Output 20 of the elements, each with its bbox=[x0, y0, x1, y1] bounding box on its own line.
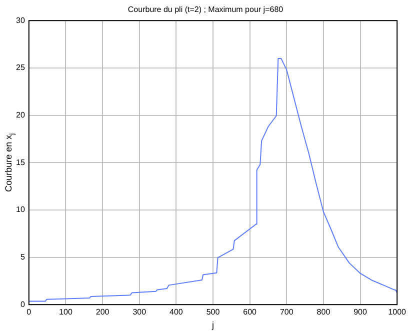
x-tick-label: 100 bbox=[59, 308, 73, 317]
y-tick-label: 5 bbox=[20, 252, 26, 262]
x-tick-label: 0 bbox=[26, 308, 32, 317]
y-tick-label: 10 bbox=[16, 205, 26, 214]
x-tick-label: 300 bbox=[132, 308, 147, 317]
y-tick-label: 30 bbox=[16, 16, 26, 25]
y-tick-label: 15 bbox=[16, 158, 26, 167]
x-tick-label: 1000 bbox=[388, 308, 407, 317]
x-tick-label: 400 bbox=[170, 308, 184, 317]
y-tick-label: 25 bbox=[16, 63, 26, 72]
y-tick-label: 20 bbox=[16, 110, 26, 120]
x-tick-label: 500 bbox=[206, 308, 220, 317]
x-axis-title: j bbox=[211, 320, 214, 330]
y-tick-label: 0 bbox=[20, 300, 26, 309]
x-tick-label: 800 bbox=[316, 308, 331, 317]
x-tick-label: 200 bbox=[96, 308, 110, 317]
chart-title: Courbure du pli (t=2) ; Maximum pour j=680 bbox=[128, 5, 284, 14]
x-tick-label: 600 bbox=[243, 308, 258, 317]
x-tick-label: 900 bbox=[354, 308, 368, 317]
x-tick-label: 700 bbox=[280, 308, 294, 317]
